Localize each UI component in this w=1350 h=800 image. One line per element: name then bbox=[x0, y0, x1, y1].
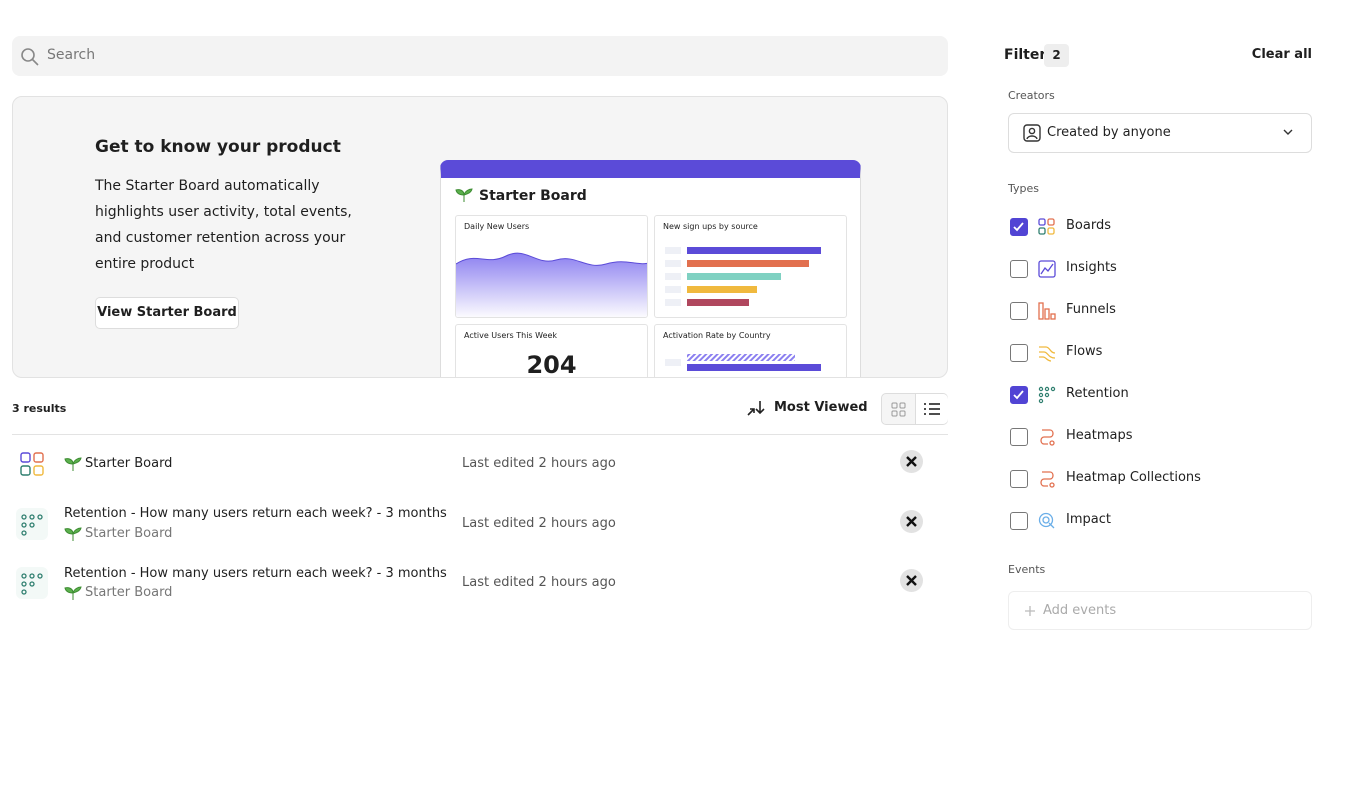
checkbox[interactable] bbox=[1010, 512, 1028, 530]
type-label: Heatmap Collections bbox=[1066, 470, 1201, 485]
metric-value: 204 bbox=[526, 351, 577, 378]
filter-title: Filter bbox=[1004, 47, 1047, 63]
retention-icon bbox=[16, 508, 48, 540]
promo-title: Get to know your product bbox=[95, 137, 341, 157]
view-toggle bbox=[881, 393, 948, 425]
area-illustration bbox=[456, 252, 647, 317]
type-label: Heatmaps bbox=[1066, 428, 1133, 443]
type-icon bbox=[1038, 512, 1055, 529]
avatar bbox=[900, 450, 923, 473]
search-placeholder: Search bbox=[47, 47, 96, 63]
preview-title: Starter Board bbox=[479, 188, 587, 204]
type-label: Flows bbox=[1066, 344, 1103, 359]
list-icon bbox=[924, 403, 940, 415]
type-label: Insights bbox=[1066, 260, 1117, 275]
checkbox[interactable] bbox=[1010, 344, 1028, 362]
type-option[interactable]: Heatmaps bbox=[1010, 427, 1310, 447]
sprout-icon bbox=[455, 188, 473, 202]
type-icon bbox=[1040, 429, 1055, 446]
type-icon bbox=[1038, 260, 1056, 278]
type-option[interactable]: Impact bbox=[1010, 511, 1310, 531]
promo-button[interactable]: View Starter Board bbox=[95, 297, 239, 329]
card-title: New sign ups by source bbox=[663, 222, 758, 231]
sprout-icon bbox=[64, 457, 82, 471]
preview-card: Active Users This Week 204 bbox=[455, 324, 648, 378]
search-icon bbox=[21, 48, 39, 66]
result-board: Starter Board bbox=[85, 585, 173, 600]
type-option[interactable]: Heatmap Collections bbox=[1010, 469, 1310, 489]
card-title: Activation Rate by Country bbox=[663, 331, 771, 340]
result-name[interactable]: Retention - How many users return each w… bbox=[64, 566, 447, 581]
checkbox[interactable] bbox=[1010, 386, 1028, 404]
preview: Starter Board Daily New Users New sign u… bbox=[440, 160, 861, 378]
type-icon bbox=[1038, 218, 1055, 235]
promo-body: The Starter Board automatically highligh… bbox=[95, 178, 352, 272]
filter-count: 2 bbox=[1044, 44, 1069, 67]
bars-illustration bbox=[665, 247, 821, 306]
types-label: Types bbox=[1008, 182, 1039, 195]
type-label: Funnels bbox=[1066, 302, 1116, 317]
creators-value: Created by anyone bbox=[1047, 125, 1171, 140]
result-edited: Last edited 2 hours ago bbox=[462, 516, 616, 531]
user-icon bbox=[1023, 124, 1041, 142]
type-label: Retention bbox=[1066, 386, 1129, 401]
avatar bbox=[900, 569, 923, 592]
checkbox[interactable] bbox=[1010, 470, 1028, 488]
result-name[interactable]: Retention - How many users return each w… bbox=[64, 506, 447, 521]
type-label: Impact bbox=[1066, 512, 1111, 527]
type-label: Boards bbox=[1066, 218, 1111, 233]
checkbox[interactable] bbox=[1010, 428, 1028, 446]
clear-all[interactable]: Clear all bbox=[1251, 47, 1312, 62]
checkbox[interactable] bbox=[1010, 302, 1028, 320]
result-edited: Last edited 2 hours ago bbox=[462, 575, 616, 590]
type-option[interactable]: Flows bbox=[1010, 343, 1310, 363]
events-placeholder: Add events bbox=[1043, 603, 1117, 618]
result-board: Starter Board bbox=[85, 526, 173, 541]
card-title: Daily New Users bbox=[464, 222, 530, 231]
checkbox[interactable] bbox=[1010, 218, 1028, 236]
type-option[interactable]: Funnels bbox=[1010, 301, 1310, 321]
type-icon bbox=[1038, 302, 1056, 320]
events-label: Events bbox=[1008, 563, 1046, 576]
add-events[interactable]: Add events bbox=[1008, 591, 1312, 630]
plus-icon bbox=[1025, 606, 1035, 616]
board-icon bbox=[20, 452, 44, 476]
divider bbox=[12, 434, 948, 435]
sort-menu[interactable]: Most Viewed bbox=[774, 400, 868, 415]
checkbox[interactable] bbox=[1010, 260, 1028, 278]
preview-card: New sign ups by source bbox=[654, 215, 847, 318]
creators-label: Creators bbox=[1008, 89, 1055, 102]
grid-view-button[interactable] bbox=[891, 402, 907, 418]
card-title: Active Users This Week bbox=[464, 331, 558, 340]
sort-icon bbox=[747, 401, 765, 416]
sprout-icon bbox=[64, 586, 82, 600]
avatar bbox=[900, 510, 923, 533]
type-icon bbox=[1040, 471, 1055, 488]
retention-icon bbox=[16, 567, 48, 599]
results-count: 3 results bbox=[12, 402, 67, 415]
promo-card: Get to know your product The Starter Boa… bbox=[12, 96, 948, 378]
type-option[interactable]: Insights bbox=[1010, 259, 1310, 279]
type-option[interactable]: Retention bbox=[1010, 385, 1310, 405]
list-view-button[interactable] bbox=[915, 394, 948, 424]
bars-illustration bbox=[665, 354, 821, 371]
sprout-icon bbox=[64, 527, 82, 541]
type-icon bbox=[1039, 346, 1056, 362]
creators-dropdown[interactable]: Created by anyone bbox=[1008, 113, 1312, 153]
type-icon bbox=[1038, 386, 1056, 404]
result-edited: Last edited 2 hours ago bbox=[462, 456, 616, 471]
search-bar[interactable]: Search bbox=[12, 36, 948, 76]
result-name[interactable]: Starter Board bbox=[85, 456, 173, 471]
preview-card: Daily New Users bbox=[455, 215, 648, 318]
preview-card: Activation Rate by Country bbox=[654, 324, 847, 377]
chevron bbox=[1283, 129, 1293, 135]
type-option[interactable]: Boards bbox=[1010, 217, 1310, 237]
